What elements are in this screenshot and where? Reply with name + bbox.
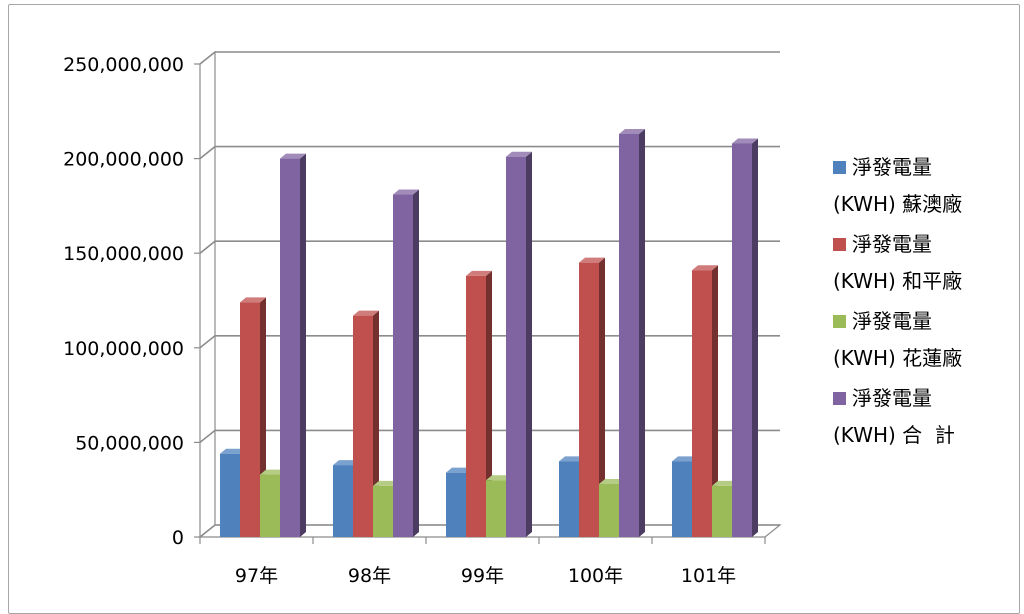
x-tick-label: 98年 <box>348 565 391 587</box>
x-tick-label: 99年 <box>461 565 504 587</box>
bar-front <box>559 461 579 537</box>
legend-label-line1: 淨發電量 <box>852 155 932 179</box>
bar-side <box>373 310 379 537</box>
bar-top <box>559 456 585 462</box>
bar-front <box>599 484 619 537</box>
bar-front <box>260 474 280 537</box>
bar <box>579 257 605 537</box>
legend-label-line1: 淨發電量 <box>852 232 932 256</box>
bar-front <box>732 143 752 538</box>
legend-item: 淨發電量 (KWH) 蘇澳廠 <box>833 155 962 216</box>
bar-front <box>393 194 413 537</box>
x-axis-ticks: 97年 98年 99年 100年 101年 <box>199 537 766 587</box>
gridline <box>199 51 780 65</box>
bar-front <box>579 262 599 537</box>
x-tick-label: 100年 <box>568 565 623 587</box>
y-tick-label: 100,000,000 <box>63 338 184 360</box>
bar-side <box>712 265 718 537</box>
bar-front <box>446 472 466 537</box>
bar-side <box>639 129 645 537</box>
bar-side <box>526 151 532 537</box>
y-tick-label: 200,000,000 <box>63 149 184 171</box>
side-wall <box>199 50 216 539</box>
legend-label-line1: 淨發電量 <box>852 309 932 333</box>
bar <box>619 129 645 537</box>
legend-item: 淨發電量 (KWH) 和平廠 <box>833 232 962 293</box>
bar-front <box>672 461 692 537</box>
legend-label-line2: (KWH) 和平廠 <box>833 269 962 293</box>
bar-front <box>712 485 732 537</box>
bar-front <box>240 302 260 537</box>
bar-top <box>732 138 758 144</box>
bar-front <box>220 453 240 537</box>
bar-chart: 0 50,000,000 100,000,000 150,000,000 200,000… <box>63 50 962 587</box>
gridline <box>199 240 780 254</box>
bar-top <box>486 475 512 481</box>
x-tick-label: 101年 <box>681 565 736 587</box>
bar-front <box>506 156 526 537</box>
gridline <box>199 145 780 160</box>
y-tick-label: 150,000,000 <box>63 243 184 265</box>
legend-swatch <box>833 238 846 251</box>
bar-top <box>692 265 718 271</box>
bar <box>732 138 758 538</box>
legend-swatch <box>833 392 846 405</box>
bar-front <box>692 270 712 537</box>
legend-label-line2: (KWH) 花蓮廠 <box>833 346 962 370</box>
bar <box>393 189 419 537</box>
bar <box>692 265 718 537</box>
bar-front <box>333 465 353 537</box>
bar-side <box>486 270 492 537</box>
bar-side <box>300 153 306 537</box>
legend-item: 淨發電量 (KWH) 合 計 <box>833 386 955 447</box>
bar <box>280 153 306 537</box>
bar-side <box>599 257 605 537</box>
legend-label-line1: 淨發電量 <box>852 386 932 410</box>
bar-side <box>752 138 758 538</box>
bar-top <box>446 467 472 473</box>
bar-top <box>672 456 698 462</box>
bar-top <box>240 297 266 303</box>
bar-top <box>619 129 645 135</box>
bar <box>240 297 266 537</box>
bar-front <box>619 134 639 537</box>
y-tick-label: 250,000,000 <box>63 54 184 76</box>
bar-top <box>260 469 286 475</box>
bar-top <box>506 151 532 157</box>
bars <box>220 129 758 538</box>
y-tick-label: 50,000,000 <box>75 432 184 454</box>
bar-side <box>413 189 419 537</box>
bar-front <box>353 315 373 537</box>
bar <box>506 151 532 537</box>
bar-front <box>486 480 506 537</box>
legend-label-line2: (KWH) 蘇澳廠 <box>833 192 962 216</box>
bar-top <box>579 257 605 263</box>
legend-item: 淨發電量 (KWH) 花蓮廠 <box>833 309 962 370</box>
bar <box>466 270 492 537</box>
x-tick-label: 97年 <box>235 565 278 587</box>
bar-front <box>280 158 300 537</box>
bar-top <box>712 480 738 486</box>
bar-front <box>466 275 486 537</box>
bar <box>353 310 379 537</box>
legend-swatch <box>833 161 846 174</box>
legend-label-line2: (KWH) 合 計 <box>833 423 955 447</box>
bar-top <box>466 270 492 276</box>
legend-swatch <box>833 315 846 328</box>
bar-front <box>373 485 393 537</box>
bar-top <box>220 448 246 454</box>
y-tick-label: 0 <box>172 527 184 549</box>
bar-top <box>393 189 419 195</box>
bar-top <box>333 460 359 466</box>
bar-top <box>280 153 306 159</box>
bar-top <box>599 479 625 485</box>
y-axis-ticks: 0 50,000,000 100,000,000 150,000,000 200,000… <box>63 54 200 549</box>
bar-top <box>353 310 379 316</box>
bar-top <box>373 480 399 486</box>
